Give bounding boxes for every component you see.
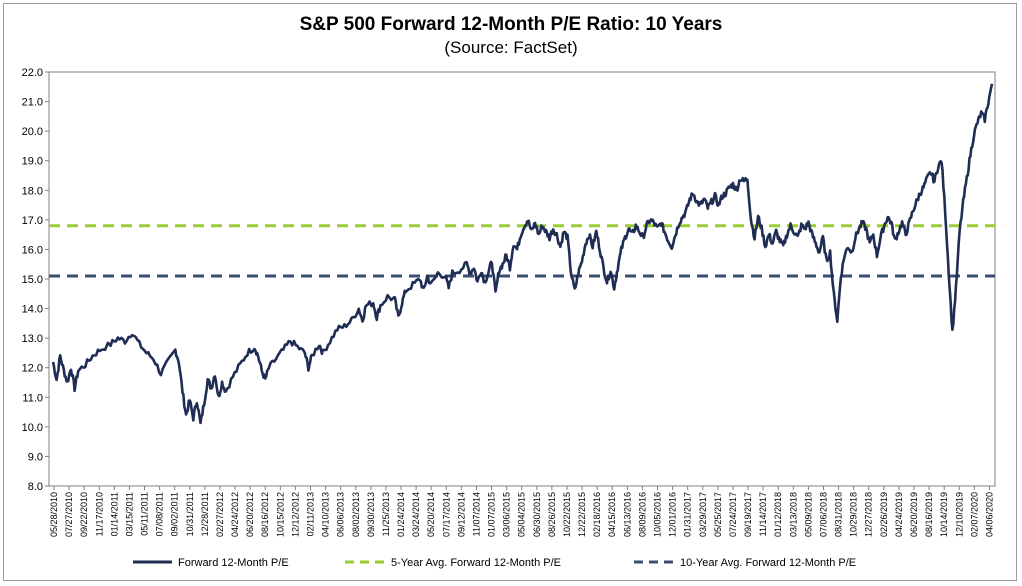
legend-label-5yr-avg: 5-Year Avg. Forward 12-Month P/E <box>391 557 561 569</box>
axes <box>48 71 996 487</box>
y-tick-label: 16.0 <box>22 244 43 256</box>
x-tick-label: 07/24/2017 <box>728 492 738 537</box>
pe-series <box>51 83 994 425</box>
x-tick-label: 11/17/2010 <box>94 492 104 536</box>
x-tick-label: 05/28/2010 <box>49 492 59 537</box>
x-tick-label: 10/14/2019 <box>939 492 949 537</box>
x-tick-label: 04/24/2012 <box>230 492 240 537</box>
x-tick-label: 09/30/2013 <box>366 492 376 537</box>
x-tick-label: 06/30/2015 <box>532 492 542 537</box>
x-tick-label: 11/25/2013 <box>381 492 391 536</box>
x-tick-label: 03/24/2014 <box>411 492 421 537</box>
x-tick-label: 06/20/2019 <box>909 492 919 537</box>
y-tick-label: 22.0 <box>22 67 43 79</box>
x-tick-label: 05/09/2018 <box>803 492 813 537</box>
legend-label-10yr-avg: 10-Year Avg. Forward 12-Month P/E <box>680 557 856 569</box>
y-tick-label: 8.0 <box>28 481 43 493</box>
y-axis-ticks: 8.0 9.0 10.0 11.0 12.0 13.0 14.0 15.0 16.0 17.0 18… <box>22 67 49 493</box>
x-tick-label: 04/06/2020 <box>984 492 994 537</box>
x-tick-label: 08/26/2015 <box>547 492 557 537</box>
y-tick-label: 19.0 <box>22 156 43 168</box>
x-tick-label: 01/24/2014 <box>396 492 406 537</box>
x-tick-label: 07/27/2010 <box>64 492 74 537</box>
x-tick-label: 12/27/2018 <box>864 492 874 537</box>
y-tick-label: 18.0 <box>22 185 43 197</box>
x-tick-label: 11/14/2017 <box>758 492 768 536</box>
x-tick-label: 09/19/2017 <box>743 492 753 537</box>
y-tick-label: 9.0 <box>28 451 43 463</box>
y-tick-label: 12.0 <box>22 363 43 375</box>
x-tick-label: 12/28/2011 <box>200 492 210 536</box>
x-tick-label: 12/12/2012 <box>290 492 300 537</box>
x-tick-label: 09/22/2010 <box>79 492 89 537</box>
y-tick-label: 13.0 <box>22 333 43 345</box>
x-tick-label: 04/15/2016 <box>607 492 617 537</box>
x-tick-label: 03/13/2018 <box>788 492 798 537</box>
x-tick-label: 12/01/2016 <box>668 492 678 537</box>
x-tick-label: 03/06/2015 <box>502 492 512 537</box>
x-tick-label: 01/12/2018 <box>773 492 783 537</box>
forward-pe-line <box>51 83 994 425</box>
y-tick-label: 11.0 <box>22 392 43 404</box>
x-tick-label: 08/02/2013 <box>351 492 361 537</box>
x-tick-label: 10/15/2012 <box>275 492 285 537</box>
x-tick-label: 02/26/2019 <box>879 492 889 537</box>
y-tick-label: 10.0 <box>22 422 43 434</box>
x-tick-label: 10/31/2011 <box>185 492 195 536</box>
x-tick-label: 02/11/2013 <box>305 492 315 536</box>
x-tick-label: 09/12/2014 <box>456 492 466 537</box>
y-tick-label: 21.0 <box>22 97 43 109</box>
x-tick-label: 02/18/2016 <box>592 492 602 537</box>
y-tick-label: 14.0 <box>22 304 43 316</box>
x-tick-label: 06/13/2016 <box>622 492 632 537</box>
chart-frame <box>3 3 1017 581</box>
y-tick-label: 15.0 <box>22 274 43 286</box>
x-tick-label: 01/31/2017 <box>683 492 693 537</box>
x-tick-label: 05/25/2017 <box>713 492 723 537</box>
x-tick-label: 09/02/2011 <box>170 492 180 536</box>
x-tick-label: 05/20/2014 <box>426 492 436 537</box>
chart-title: S&P 500 Forward 12-Month P/E Ratio: 10 Y… <box>299 14 723 35</box>
x-tick-label: 12/10/2019 <box>954 492 964 537</box>
x-tick-label: 05/11/2011 <box>140 492 150 536</box>
y-tick-label: 17.0 <box>22 215 43 227</box>
x-tick-label: 10/05/2016 <box>653 492 663 537</box>
x-tick-label: 02/27/2012 <box>215 492 225 537</box>
x-tick-label: 01/07/2015 <box>487 492 497 537</box>
x-tick-label: 08/31/2018 <box>834 492 844 537</box>
x-axis-ticks: 05/28/2010 07/27/2010 09/22/2010 11/17/2010… <box>49 486 994 537</box>
y-tick-label: 20.0 <box>22 126 43 138</box>
x-tick-label: 11/07/2014 <box>471 492 481 536</box>
x-tick-label: 03/15/2011 <box>124 492 134 536</box>
x-tick-label: 08/16/2019 <box>924 492 934 537</box>
x-tick-label: 08/16/2012 <box>260 492 270 537</box>
x-tick-label: 05/04/2015 <box>517 492 527 537</box>
x-tick-label: 10/29/2018 <box>849 492 859 537</box>
legend-label-forward-pe: Forward 12-Month P/E <box>178 557 289 569</box>
x-tick-label: 07/17/2014 <box>441 492 451 537</box>
legend: Forward 12-Month P/E 5-Year Avg. Forward… <box>133 557 856 569</box>
x-tick-label: 02/07/2020 <box>969 492 979 537</box>
x-tick-label: 10/22/2015 <box>562 492 572 537</box>
x-tick-label: 01/14/2011 <box>109 492 119 536</box>
x-tick-label: 07/06/2018 <box>818 492 828 537</box>
chart-subtitle: (Source: FactSet) <box>444 38 578 57</box>
x-tick-label: 04/10/2013 <box>321 492 331 537</box>
x-tick-label: 06/06/2013 <box>336 492 346 537</box>
x-tick-label: 03/29/2017 <box>698 492 708 537</box>
x-tick-label: 07/08/2011 <box>155 492 165 536</box>
x-tick-label: 08/09/2016 <box>637 492 647 537</box>
average-lines <box>49 224 995 278</box>
x-tick-label: 06/20/2012 <box>245 492 255 537</box>
x-tick-label: 12/22/2015 <box>577 492 587 537</box>
plot-area-border <box>48 71 996 487</box>
x-tick-label: 04/24/2019 <box>894 492 904 537</box>
